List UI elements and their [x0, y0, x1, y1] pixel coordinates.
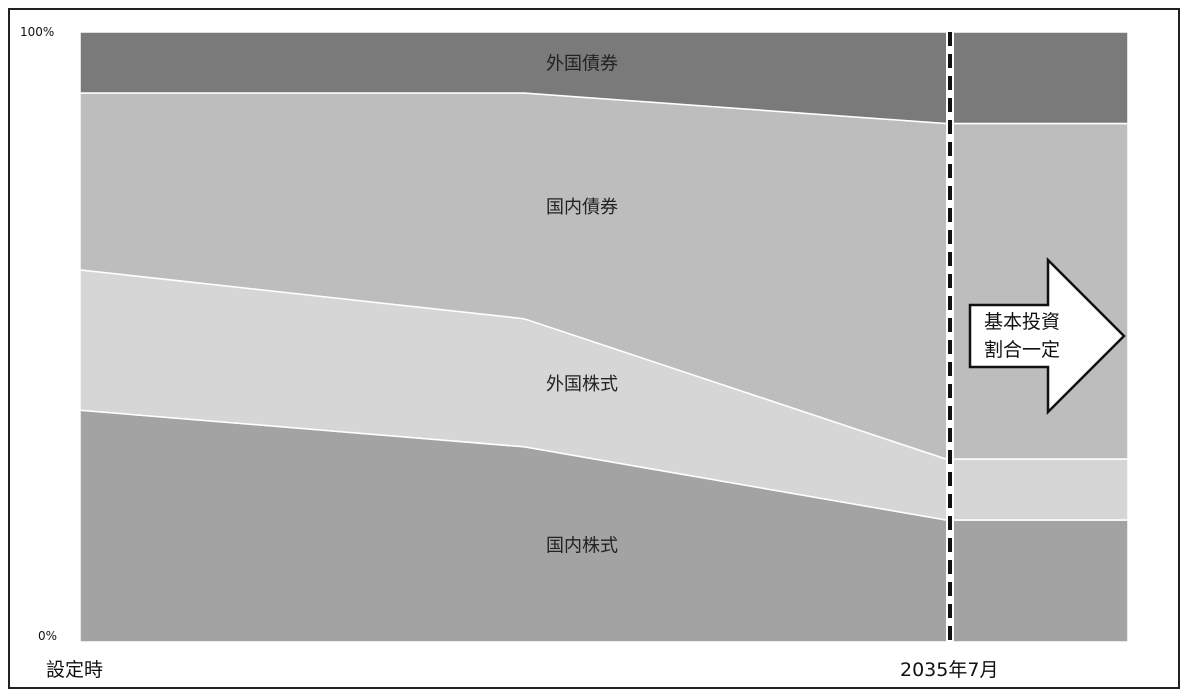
series-label-2: 国内債券: [546, 197, 618, 218]
divider-gap: [946, 32, 954, 642]
series-label-3: 外国債券: [546, 54, 618, 75]
y-tick-label-bottom: 0%: [38, 629, 57, 643]
x-tick-label-divider: 2035年7月: [900, 659, 998, 681]
chart-frame: 国内株式 外国株式 国内債券 外国債券 基本投資割合一定 100% 0% 設定時 2035年…: [8, 8, 1180, 689]
x-tick-label-start: 設定時: [46, 659, 103, 681]
series-label-1: 外国株式: [546, 374, 618, 395]
area-3: [79, 31, 1129, 125]
y-tick-label-top: 100%: [20, 25, 54, 39]
arrow-text-line1: 基本投資: [984, 311, 1060, 333]
series-label-0: 国内株式: [546, 535, 618, 556]
arrow-text-line2: 割合一定: [984, 339, 1060, 361]
arrow-icon: [968, 256, 1126, 416]
